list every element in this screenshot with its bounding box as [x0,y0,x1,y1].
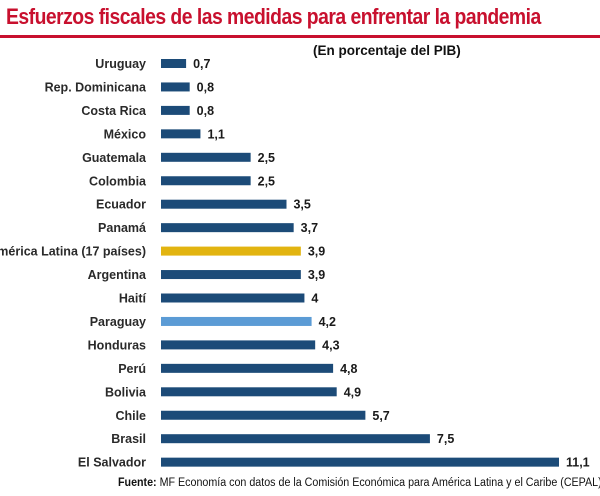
category-label-uruguay: Uruguay [95,57,146,71]
chart-title: Esfuerzos fiscales de las medidas para e… [6,4,541,29]
chart-subtitle: (En porcentaje del PIB) [313,43,461,58]
category-label-panama: Panamá [98,221,146,235]
value-label-costa-rica: 0,8 [197,104,214,118]
value-label-uruguay: 0,7 [193,57,210,71]
bar-america-latina-17-paises [161,246,301,256]
bar-honduras [161,340,316,350]
bar-mexico [161,129,201,139]
source-text: MF Economía con datos de la Comisión Eco… [159,477,600,489]
bar-panama [161,223,294,233]
source-note: Fuente: MF Economía con datos de la Comi… [118,477,600,489]
bar-guatemala [161,152,251,162]
category-label-bolivia: Bolivia [105,385,147,399]
bar-el-salvador [161,457,559,467]
category-label-el-salvador: El Salvador [78,456,146,470]
bar-rep-dominicana [161,82,190,92]
category-label-mexico: México [104,127,147,141]
category-label-costa-rica: Costa Rica [81,104,147,118]
title-divider [0,35,600,38]
bar-bolivia [161,387,337,397]
value-label-america-latina-17-paises: 3,9 [308,245,325,259]
bar-paraguay [161,316,312,326]
value-labels: 0,7 0,8 0,8 1,1 2,5 2,5 3,5 3,7 3,9 3,9 44,2 4,34,8… [193,57,590,470]
category-label-paraguay: Paraguay [90,315,146,329]
value-label-guatemala: 2,5 [258,151,275,165]
category-label-america-latina-17-paises: América Latina (17 países) [0,245,146,259]
value-label-paraguay: 4,2 [319,315,336,329]
bar-brasil [161,434,430,444]
value-label-colombia: 2,5 [258,174,275,188]
category-label-brasil: Brasil [111,432,146,446]
value-label-ecuador: 3,5 [293,198,310,212]
source-label: Fuente: [118,477,157,489]
value-label-mexico: 1,1 [207,127,224,141]
bar-uruguay [161,59,187,68]
bar-argentina [161,270,301,280]
value-label-rep-dominicana: 0,8 [197,80,214,94]
value-label-haiti: 4 [311,292,318,306]
value-label-peru: 4,8 [340,362,357,376]
bar-colombia [161,176,251,186]
bar-chile [161,410,366,420]
bar-peru [161,363,334,373]
category-label-chile: Chile [115,409,146,423]
bar-haiti [161,293,305,303]
category-label-honduras: Honduras [88,338,146,352]
bar-costa-rica [161,105,190,115]
category-label-peru: Perú [118,362,146,376]
bar-ecuador [161,199,287,209]
category-labels: Uruguay Rep. Dominicana Costa Rica México Gu… [0,57,147,470]
value-label-chile: 5,7 [372,409,389,423]
category-label-rep-dominicana: Rep. Dominicana [45,80,147,94]
value-label-brasil: 7,5 [437,432,454,446]
value-label-argentina: 3,9 [308,268,325,282]
category-label-haiti: Haití [119,292,147,306]
category-label-ecuador: Ecuador [96,198,146,212]
category-label-argentina: Argentina [88,268,147,282]
value-label-honduras: 4,3 [322,338,339,352]
value-label-bolivia: 4,9 [344,385,361,399]
category-label-guatemala: Guatemala [82,151,147,165]
bars [161,59,559,467]
value-label-el-salvador: 11,1 [566,456,590,470]
category-label-colombia: Colombia [89,174,147,188]
value-label-panama: 3,7 [301,221,318,235]
